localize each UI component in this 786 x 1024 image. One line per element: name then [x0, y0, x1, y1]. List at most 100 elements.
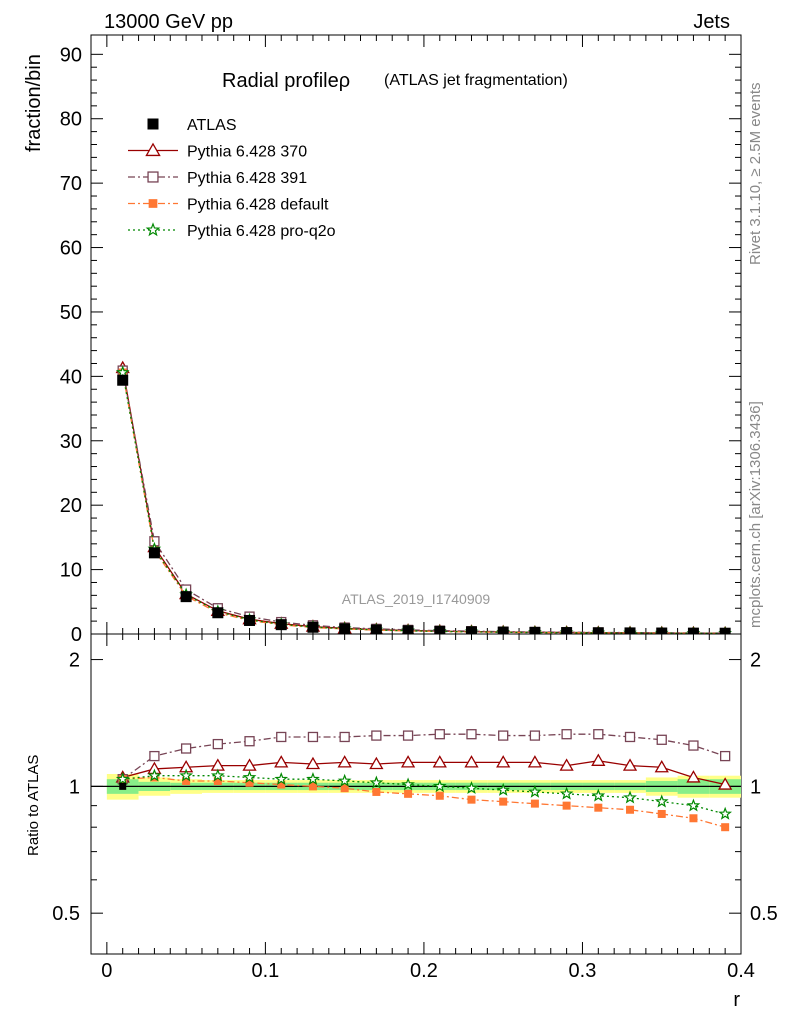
watermark: ATLAS_2019_I1740909 — [342, 591, 491, 607]
ratio-point-pythia-6-428-391 — [339, 731, 350, 743]
data-point-atlas — [497, 626, 509, 634]
legend-marker-atlas — [147, 118, 159, 130]
ratio-point-pythia-6-428-pro-q2o — [115, 771, 130, 786]
ratio-point-pythia-6-428-pro-q2o — [401, 777, 415, 791]
ratio-point-pythia-6-428-391 — [498, 730, 509, 741]
legend-marker-pythia-6-428-pro-q2o — [145, 222, 161, 237]
data-point-atlas — [307, 621, 319, 633]
x-tick-label: 0.3 — [569, 960, 597, 982]
y-tick-label-top: 40 — [60, 366, 82, 388]
data-point-atlas — [687, 627, 699, 634]
y-tick-label-ratio: 1 — [69, 776, 80, 798]
ratio-point-pythia-6-428-391 — [529, 730, 541, 741]
legend-label-atlas: ATLAS — [187, 117, 237, 134]
ratio-point-pythia-6-428-pro-q2o — [559, 786, 574, 800]
ratio-point-pythia-6-428-370 — [337, 755, 352, 768]
ratio-point-pythia-6-428-370 — [686, 770, 701, 783]
data-point-atlas — [275, 619, 287, 631]
ratio-point-pythia-6-428-370 — [274, 755, 289, 768]
ratio-series — [115, 729, 733, 832]
energy-label: 13000 GeV pp — [104, 11, 233, 33]
ratio-point-pythia-6-428-391 — [149, 750, 160, 762]
ratio-point-pythia-6-428-pro-q2o — [464, 780, 479, 795]
ratio-point-pythia-6-428-391 — [593, 729, 604, 740]
ratio-point-pythia-6-428-370 — [718, 777, 733, 790]
ratio-point-pythia-6-428-pro-q2o — [528, 784, 542, 798]
x-axis-label: r — [733, 989, 740, 1011]
x-tick-label: 0.4 — [727, 960, 755, 982]
y-tick-label-ratio-right: 2 — [750, 650, 761, 672]
y-axis-label-top: fraction/bin — [23, 54, 45, 152]
ratio-point-atlas — [119, 782, 127, 790]
main-panel: Radial profileρ (ATLAS jet fragmentation… — [23, 34, 742, 646]
chart-subtitle: (ATLAS jet fragmentation) — [384, 72, 568, 89]
ratio-point-pythia-6-428-default — [689, 814, 698, 823]
ratio-point-pythia-6-428-370 — [400, 755, 416, 768]
rivet-version-label: Rivet 3.1.10, ≥ 2.5M events — [747, 83, 764, 266]
ratio-point-pythia-6-428-370 — [591, 753, 606, 766]
ratio-point-pythia-6-428-391 — [688, 740, 699, 751]
ratio-point-pythia-6-428-pro-q2o — [686, 798, 701, 812]
ratio-point-pythia-6-428-pro-q2o — [274, 771, 289, 786]
ratio-point-pythia-6-428-pro-q2o — [369, 775, 384, 789]
legend-item-pythia-6-428-pro-q2o: Pythia 6.428 pro-q2o — [128, 222, 336, 240]
ratio-point-pythia-6-428-default — [435, 791, 444, 800]
ratio-point-pythia-6-428-pro-q2o — [147, 768, 162, 782]
ratio-point-pythia-6-428-pro-q2o — [496, 782, 511, 796]
ratio-point-pythia-6-428-370 — [305, 756, 321, 770]
data-point-atlas — [180, 591, 192, 603]
ratio-point-pythia-6-428-391 — [244, 736, 255, 747]
data-point-atlas — [434, 625, 446, 634]
ratio-point-pythia-6-428-370 — [622, 758, 638, 771]
ratio-point-pythia-6-428-pro-q2o — [623, 790, 637, 804]
legend-marker-pythia-6-428-default — [148, 199, 158, 208]
data-point-atlas — [117, 374, 129, 386]
ratio-point-pythia-6-428-370 — [242, 758, 257, 771]
ratio-series-pythia-6-428-391 — [117, 729, 731, 785]
data-point-atlas — [465, 626, 477, 634]
category-label: Jets — [693, 11, 730, 33]
ratio-point-pythia-6-428-pro-q2o — [242, 770, 257, 784]
ratio-axes: 0.5 0.5 1 1 2 2 0 0.1 0.2 0.3 0.4 — [52, 634, 778, 982]
ratio-point-pythia-6-428-370 — [496, 755, 511, 768]
ratio-point-pythia-6-428-391 — [371, 730, 382, 741]
ratio-point-pythia-6-428-pro-q2o — [718, 806, 733, 820]
y-tick-label-ratio: 0.5 — [52, 903, 80, 925]
x-tick-label: 0 — [101, 960, 112, 982]
data-point-atlas — [244, 614, 256, 626]
data-point-atlas — [339, 623, 351, 634]
ratio-panel-frame — [90, 633, 742, 955]
legend-item-atlas: ATLAS — [147, 117, 237, 134]
data-point-atlas — [212, 607, 224, 619]
ratio-line-pythia-6-428-370 — [122, 760, 726, 786]
legend-item-pythia-6-428-370: Pythia 6.428 370 — [128, 142, 307, 161]
y-tick-label-top: 80 — [60, 109, 82, 131]
ratio-point-pythia-6-428-default — [404, 789, 413, 798]
y-tick-label-top: 20 — [60, 495, 82, 517]
ratio-point-pythia-6-428-391 — [402, 730, 414, 741]
y-tick-label-top: 90 — [60, 44, 82, 66]
ratio-series-pythia-6-428-pro-q2o — [115, 768, 733, 820]
y-tick-label-top: 70 — [60, 173, 82, 195]
legend: ATLAS Pythia 6.428 370 Pythia 6.428 391 Pyt… — [128, 117, 336, 240]
y-tick-label-top: 0 — [71, 624, 82, 646]
x-tick-label: 0.2 — [410, 960, 438, 982]
legend-label-pythia-6-428-default: Pythia 6.428 default — [187, 197, 329, 214]
chart-title: Radial profileρ — [222, 70, 350, 92]
y-axis-label-ratio: Ratio to ATLAS — [25, 755, 42, 856]
top-axes: 0 10 20 30 40 50 60 70 80 90 — [60, 35, 742, 646]
ratio-point-pythia-6-428-default — [340, 784, 349, 793]
ratio-point-pythia-6-428-default — [372, 787, 381, 796]
legend-label-pythia-6-428-pro-q2o: Pythia 6.428 pro-q2o — [187, 223, 336, 240]
ratio-line-pythia-6-428-391 — [122, 733, 726, 780]
ratio-point-pythia-6-428-370 — [527, 755, 543, 768]
data-point-atlas — [370, 624, 382, 634]
ratio-point-pythia-6-428-pro-q2o — [210, 768, 225, 782]
ratio-line-pythia-6-428-pro-q2o — [122, 775, 726, 815]
y-tick-label-ratio-right: 1 — [750, 776, 761, 798]
ratio-point-pythia-6-428-370 — [464, 755, 479, 768]
data-point-atlas — [719, 627, 731, 634]
ratio-point-pythia-6-428-default — [467, 795, 476, 804]
ratio-point-pythia-6-428-391 — [719, 750, 731, 762]
